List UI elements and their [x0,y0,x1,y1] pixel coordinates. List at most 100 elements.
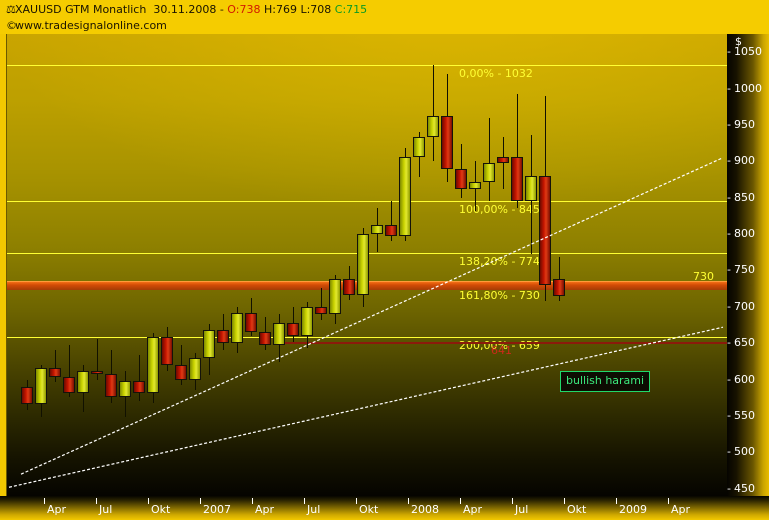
chart-header: ⚖XAUUSD GTM Monatlich 30.11.2008 - O:738… [0,0,769,34]
bullish-harami-annotation[interactable]: bullish harami [560,370,651,392]
price-axis[interactable]: $ -1050-1000-950-900-850-800-750-700-650… [727,34,769,496]
price-tick-label: 650 [734,336,755,350]
candle-body [441,116,453,169]
time-tick-mark [512,498,513,504]
lower-trendline [8,326,724,488]
time-tick-mark [668,498,669,504]
candle-body [539,175,551,285]
price-tick: -850 [727,190,769,204]
time-tick-mark [616,498,617,504]
candle-wick [181,344,182,386]
price-tick: -650 [727,337,769,349]
candle-body [35,367,47,405]
candle-body [483,162,495,182]
candle-wick [489,117,490,201]
candle-body [511,156,523,201]
candle-wick [321,287,322,320]
time-tick-mark [96,498,97,504]
price-tick-dash: - [727,263,731,277]
candle-body [203,330,215,358]
price-tick: -1050 [727,46,769,58]
time-tick-mark [564,498,565,504]
price-tick-dash: - [727,445,731,459]
upper-trendline [20,157,724,475]
candle-body [315,306,327,315]
chart-title-row: ⚖XAUUSD GTM Monatlich 30.11.2008 - O:738… [6,0,769,17]
candle-body [469,181,481,189]
fib-1382-label: 138,20% - 774 [459,254,540,268]
trendline-layer [8,157,724,488]
open-value: O:738 [227,3,261,16]
time-tick-label: Okt [151,503,171,516]
price-tick-label: 500 [734,445,755,459]
currency-symbol-label: $ [735,35,742,48]
time-tick-label: Apr [255,503,275,516]
candle-body [119,381,131,398]
price-tick-dash: - [727,336,731,350]
price-tick-dash: - [727,154,731,168]
candle-body [217,330,229,344]
candle-wick [517,94,518,208]
time-tick-label: Jul [307,503,321,516]
price-tick-dash: - [727,408,731,422]
price-tick-label: 900 [734,154,755,168]
chart-plot-area[interactable]: 0,00% - 1032 100,00% - 845 138,20% - 774 20… [6,34,728,496]
time-tick-mark [148,498,149,504]
price-tick: -800 [727,228,769,240]
candle-wick [391,200,392,242]
price-tick-label: 950 [734,117,755,131]
symbol-label: XAUUSD GTM Monatlich [15,3,147,16]
candle-body [413,136,425,157]
candle-body [399,156,411,236]
candle-body [553,279,565,296]
time-tick-label: Apr [463,503,483,516]
candle-body [287,322,299,336]
candle-body [189,357,201,380]
candle-body [259,331,271,345]
price-tag-641: 641 [491,343,512,357]
time-tick-mark [408,498,409,504]
candlestick-icon: ⚖ [6,3,16,16]
candle-body [63,376,75,393]
time-axis[interactable]: Apr Jul Okt 2007 Apr Jul Okt 2008 Apr Jul Okt 2009 A… [0,496,769,520]
candle-body [231,312,243,344]
time-tick-label: 2008 [411,503,439,516]
candle-body [427,116,439,137]
price-tick-dash: - [727,45,731,59]
price-tick-label: 800 [734,227,755,241]
price-tick: -950 [727,117,769,131]
fib-100-line [7,201,728,203]
time-tick-label: Apr [47,503,67,516]
candle-body [525,175,537,201]
price-tick-dash: - [727,372,731,386]
time-tick-mark [252,498,253,504]
candle-body [245,312,257,332]
candle-wick [559,256,560,301]
candle-body [133,381,145,393]
price-tick: -500 [727,446,769,458]
price-tick: -600 [727,372,769,386]
price-tick-dash: - [727,81,731,95]
candle-wick [433,65,434,162]
price-tick-dash: - [727,227,731,241]
website-row: ©www.tradesignalonline.com [6,17,769,33]
candle-body [385,225,397,236]
resistance-line-641 [279,341,728,344]
price-tick: -550 [727,408,769,422]
time-tick-mark [460,498,461,504]
time-tick-label: Jul [515,503,529,516]
price-tick-label: 850 [734,190,755,204]
time-tick-label: Jul [99,503,113,516]
price-tick: -900 [727,155,769,167]
time-tick-label: 2007 [203,503,231,516]
price-tick-label: 700 [734,299,755,313]
candle-body [329,279,341,315]
time-tick-mark [304,498,305,504]
price-tick-dash: - [727,299,731,313]
price-tick: -450 [727,482,769,495]
high-value: H:769 [263,3,297,16]
candle-body [49,367,61,377]
fib-200-line [7,336,728,338]
price-tick-dash: - [727,190,731,204]
